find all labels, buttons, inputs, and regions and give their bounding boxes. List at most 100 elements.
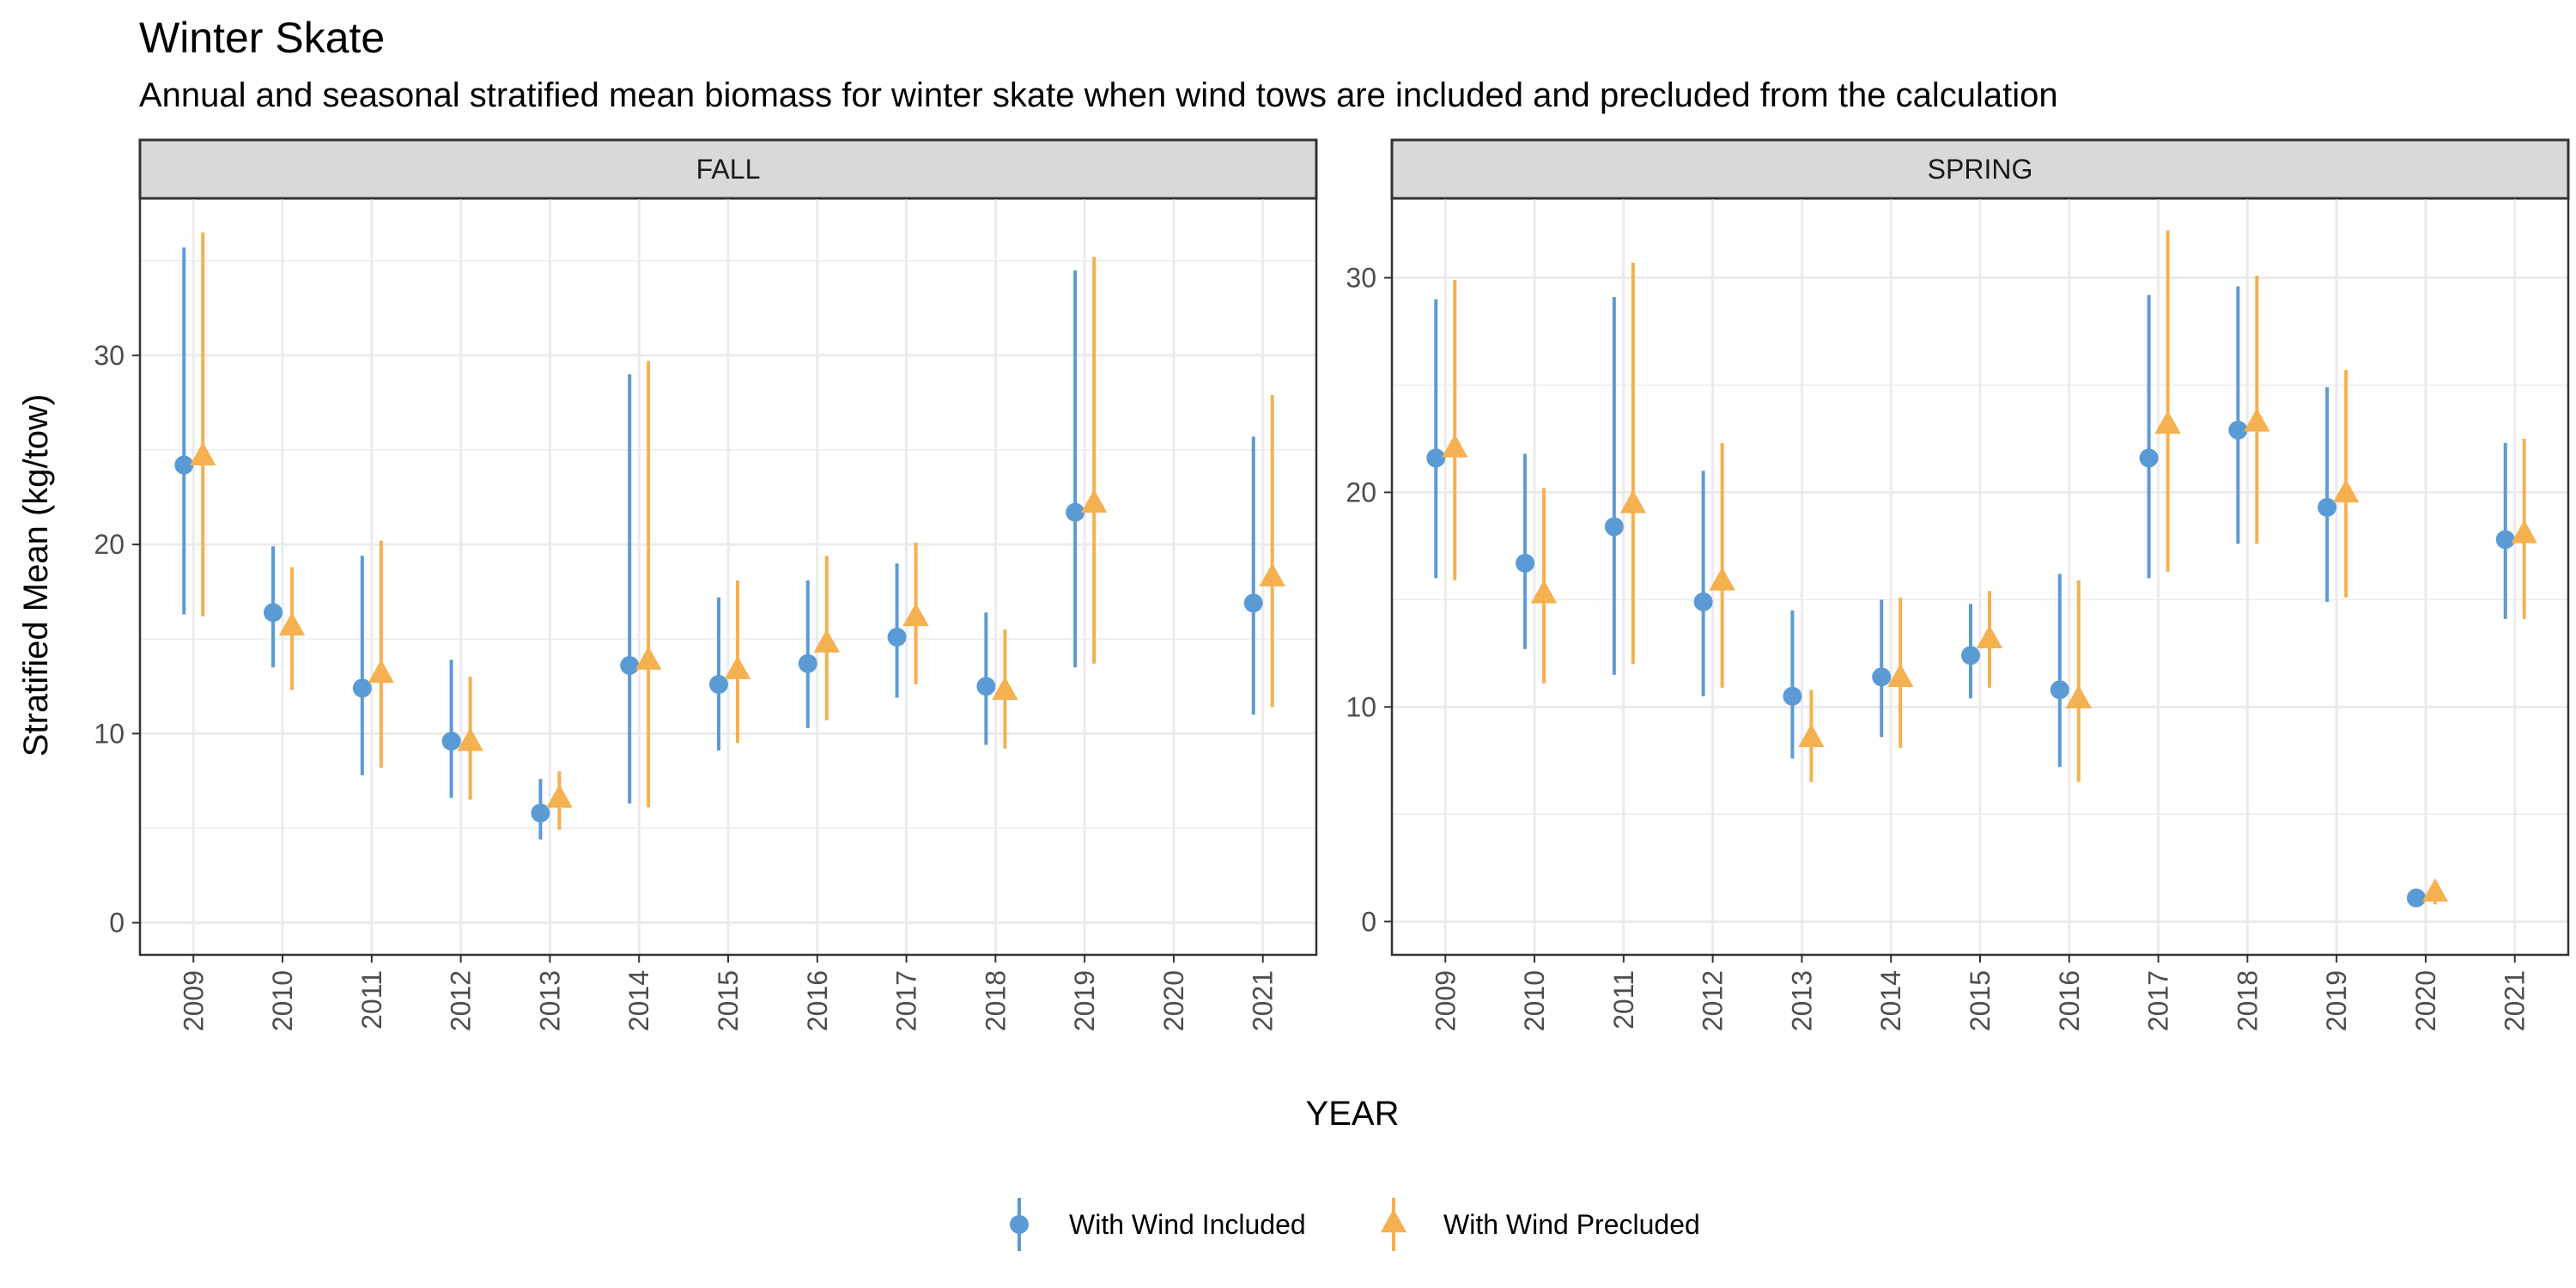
data-point-triangle [2332,478,2360,503]
data-point-triangle [1442,434,1468,458]
x-tick-label: 2017 [2143,970,2174,1031]
data-point-triangle [1887,663,1914,688]
legend-key-triangle [1380,1209,1407,1233]
y-tick-label: 10 [94,718,125,749]
data-point-triangle [546,784,573,808]
data-point-circle [531,803,550,823]
data-point-triangle [2511,519,2537,544]
panel-fall: FALL 0 10 20 30 2009 2010 2011 2012 2013 2014 2015 2… [94,138,1318,1031]
data-point-triangle [457,727,483,751]
panel-border [1390,197,2570,957]
series-wind-included [1426,286,2515,908]
y-tick-label: 30 [94,340,125,371]
x-tick-label: 2011 [1608,970,1639,1030]
series-wind-precluded [190,232,1285,830]
panel-border [138,197,1318,957]
data-point-circle [2406,888,2426,908]
x-tick-label: 2010 [1519,970,1550,1031]
data-point-circle [1693,592,1713,611]
data-point-triangle [902,602,929,627]
data-point-triangle [1530,580,1558,604]
y-tick-label: 0 [109,908,125,939]
y-tick-label: 0 [1361,906,1376,937]
data-point-triangle [2154,410,2181,434]
data-point-triangle [2421,878,2449,902]
series-wind-precluded [1442,230,2537,905]
data-point-triangle [1976,624,2003,649]
x-tick-label: 2015 [713,970,744,1031]
x-tick-label: 2021 [1248,970,1279,1031]
facet-strip-label: SPRING [1928,154,2033,185]
data-point-circle [441,732,461,751]
chart-subtitle: Annual and seasonal stratified mean biom… [139,76,2058,114]
data-point-circle [887,627,907,647]
x-tick-label: 2018 [980,970,1011,1031]
data-point-circle [2139,448,2159,468]
series-wind-included [174,247,1263,840]
x-tick-label: 2016 [2054,970,2085,1031]
legend-key-circle [1010,1215,1029,1234]
x-tick-label: 2021 [2500,970,2530,1031]
data-point-triangle [1259,562,1285,586]
data-point-triangle [724,655,751,679]
x-tick-label: 2017 [891,970,922,1031]
legend-item: With Wind Included [1010,1198,1306,1251]
facet-strip [1390,138,2570,200]
data-point-circle [174,455,194,475]
legend: With Wind Included With Wind Precluded [1010,1198,1700,1251]
data-point-triangle [190,441,216,465]
data-point-circle [620,656,640,676]
x-axis-title: YEAR [1306,1095,1400,1133]
data-point-circle [2318,497,2337,517]
data-point-triangle [1080,489,1108,513]
data-point-triangle [635,646,662,670]
data-point-circle [1604,517,1624,537]
data-point-triangle [992,676,1018,701]
x-tick-label: 2019 [2321,970,2352,1031]
data-point-triangle [1619,489,1647,513]
data-point-circle [976,677,996,696]
x-tick-label: 2020 [1158,970,1189,1031]
facet-strip-label: FALL [696,154,761,185]
data-point-circle [1516,553,1535,573]
data-point-circle [798,653,817,673]
x-tick-label: 2012 [1698,970,1728,1031]
x-tick-label: 2014 [623,970,654,1031]
x-tick-label: 2009 [1430,970,1461,1031]
data-point-triangle [368,659,395,683]
data-point-triangle [2065,684,2092,709]
x-tick-label: 2018 [2232,970,2263,1031]
data-point-circle [709,675,728,695]
x-tick-label: 2020 [2410,970,2441,1031]
panel-spring: SPRING 0 10 20 30 2009 2010 2011 2012 2013 2014 201… [1346,138,2570,1031]
x-tick-label: 2019 [1069,970,1100,1031]
legend-label: With Wind Precluded [1443,1209,1700,1240]
data-point-circle [2495,530,2515,550]
data-point-circle [2228,420,2248,440]
legend-label: With Wind Included [1069,1209,1306,1240]
x-tick-label: 2012 [446,970,477,1031]
x-tick-label: 2013 [534,970,565,1031]
data-point-circle [1066,502,1085,522]
data-point-triangle [2244,408,2270,432]
x-tick-label: 2014 [1875,970,1906,1031]
x-tick-label: 2009 [178,970,209,1031]
x-tick-label: 2011 [356,970,387,1030]
data-point-circle [1426,448,1446,468]
chart-title: Winter Skate [139,14,386,62]
data-point-circle [1243,593,1263,613]
x-tick-label: 2015 [1965,970,1996,1031]
data-point-triangle [813,629,840,653]
data-point-triangle [1709,567,1735,591]
y-tick-label: 20 [94,529,125,560]
legend-item: With Wind Precluded [1380,1198,1700,1251]
panels-layer: FALL 0 10 20 30 2009 2010 2011 2012 2013 2014 2015 2… [94,138,2570,1031]
x-tick-label: 2010 [267,970,298,1031]
y-tick-label: 30 [1346,262,1376,293]
y-tick-label: 20 [1346,477,1376,507]
x-tick-label: 2016 [802,970,833,1031]
data-point-triangle [278,611,306,636]
data-point-triangle [1798,723,1825,748]
data-point-circle [264,603,283,623]
